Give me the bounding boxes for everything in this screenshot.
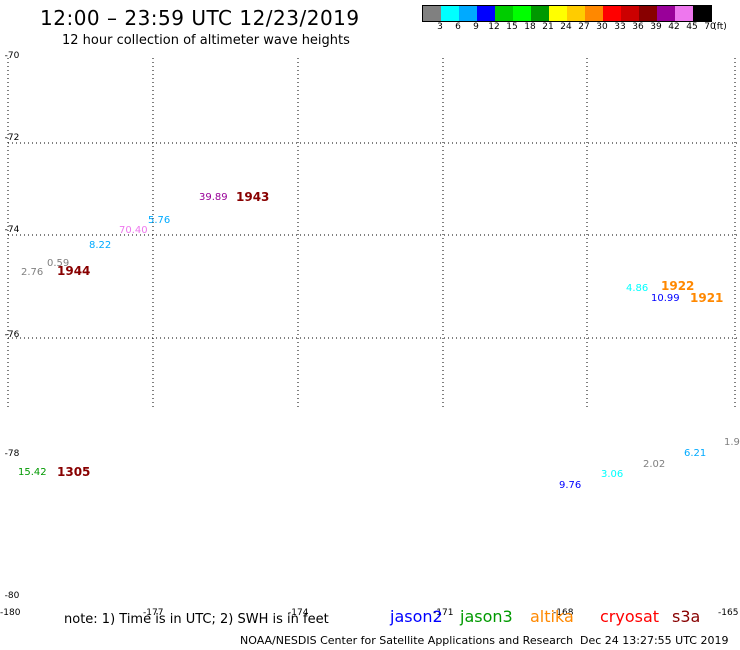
legend-swatch — [621, 6, 639, 21]
legend-swatch — [639, 6, 657, 21]
wave-height-value: 5.76 — [148, 215, 171, 226]
legend-tick-label: 9 — [473, 22, 479, 32]
color-scale-legend — [422, 5, 712, 22]
wave-height-value: 9.76 — [559, 480, 582, 491]
legend-swatch — [441, 6, 459, 21]
wave-height-value: 4.86 — [626, 283, 649, 294]
longitude-label: -171 — [433, 608, 454, 618]
latitude-label: -74 — [4, 225, 20, 235]
legend-swatch — [495, 6, 513, 21]
longitude-label: -174 — [288, 608, 309, 618]
legend-tick-label: 30 — [596, 22, 608, 32]
legend-swatch — [693, 6, 711, 21]
legend-tick-label: (ft) — [713, 22, 727, 32]
legend-tick-label: 3 — [437, 22, 443, 32]
legend-swatch — [567, 6, 585, 21]
wave-height-value: 2.76 — [21, 267, 44, 278]
legend-tick-label: 15 — [506, 22, 518, 32]
wave-height-value: 8.22 — [89, 240, 112, 251]
wave-height-value: 2.02 — [643, 459, 666, 470]
map-title: 12:00 – 23:59 UTC 12/23/2019 — [40, 6, 360, 30]
legend-tick-label: 39 — [650, 22, 662, 32]
satellite-name: altika — [530, 607, 574, 626]
legend-tick-label: 6 — [455, 22, 461, 32]
longitude-label: -180 — [0, 608, 21, 618]
wave-height-value: 1.9 — [724, 437, 740, 448]
latitude-label: -80 — [4, 591, 20, 601]
legend-tick-label: 36 — [632, 22, 644, 32]
wave-height-value: 39.89 — [199, 192, 228, 203]
latitude-label: -72 — [4, 133, 20, 143]
legend-swatch — [549, 6, 567, 21]
legend-tick-label: 18 — [524, 22, 536, 32]
legend-swatch — [477, 6, 495, 21]
wave-height-value: 3.06 — [601, 469, 624, 480]
wave-height-value: 70.40 — [119, 225, 148, 236]
legend-tick-label: 21 — [542, 22, 554, 32]
satellite-name: s3a — [672, 607, 701, 626]
legend-swatch — [423, 6, 441, 21]
legend-swatch — [513, 6, 531, 21]
longitude-label: -177 — [143, 608, 164, 618]
generated-timestamp: Dec 24 13:27:55 UTC 2019 — [580, 634, 729, 647]
wave-height-value: 15.42 — [18, 467, 47, 478]
legend-swatch — [585, 6, 603, 21]
pass-time-label: 1943 — [236, 190, 270, 204]
wave-height-value: 6.21 — [684, 448, 707, 459]
longitude-label: -168 — [553, 608, 574, 618]
legend-swatch — [459, 6, 477, 21]
legend-tick-label: 24 — [560, 22, 572, 32]
legend-tick-label: 45 — [686, 22, 698, 32]
pass-time-label: 1922 — [661, 279, 695, 293]
satellite-name: jason3 — [460, 607, 513, 626]
lat-lon-grid — [7, 58, 740, 408]
legend-swatch — [675, 6, 693, 21]
pass-time-label: 1944 — [57, 264, 91, 278]
units-note: note: 1) Time is in UTC; 2) SWH is in fe… — [64, 612, 329, 627]
legend-swatch — [657, 6, 675, 21]
legend-swatch — [531, 6, 549, 21]
pass-time-label: 1305 — [57, 465, 91, 479]
legend-tick-label: 42 — [668, 22, 680, 32]
pass-time-label: 1921 — [690, 291, 724, 305]
satellite-name: cryosat — [600, 607, 660, 626]
wave-height-value: 10.99 — [651, 293, 680, 304]
satellite-name: jason2 — [390, 607, 443, 626]
legend-swatch — [603, 6, 621, 21]
legend-tick-label: 27 — [578, 22, 590, 32]
credit-line: NOAA/NESDIS Center for Satellite Applica… — [240, 634, 574, 647]
longitude-label: -165 — [718, 608, 739, 618]
legend-tick-label: 33 — [614, 22, 626, 32]
map-subtitle: 12 hour collection of altimeter wave hei… — [62, 33, 350, 48]
latitude-label: -76 — [4, 330, 20, 340]
latitude-label: -78 — [4, 449, 20, 459]
wave-height-value: 0.59 — [47, 258, 70, 269]
latitude-label: -70 — [4, 51, 20, 61]
legend-tick-label: 12 — [488, 22, 500, 32]
legend-tick-label: 70 — [704, 22, 716, 32]
